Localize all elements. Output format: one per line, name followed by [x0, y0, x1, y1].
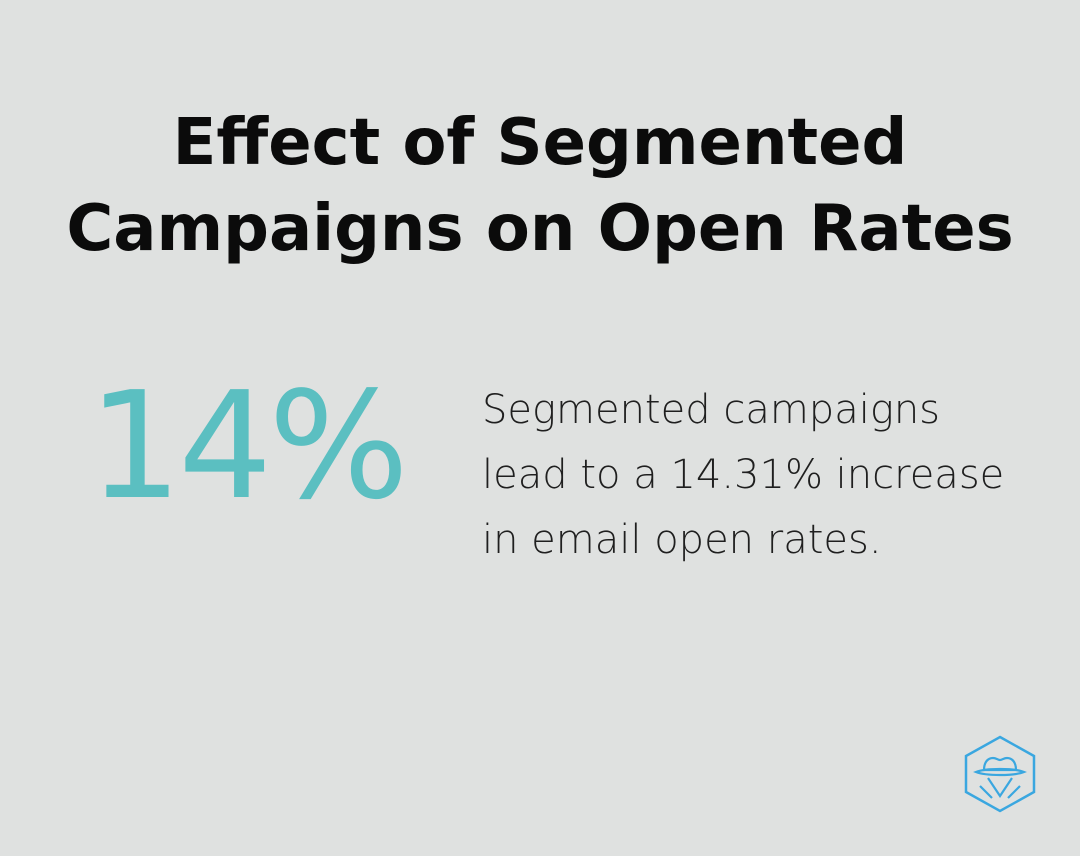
title-line-1: Effect of Segmented: [172, 106, 908, 180]
page-title: Effect of Segmented Campaigns on Open Ra…: [0, 100, 1080, 272]
title-line-2: Campaigns on Open Rates: [66, 192, 1014, 266]
brand-logo: [962, 734, 1038, 814]
stat-value: 14%: [88, 360, 409, 532]
spy-hat-hexagon-icon: [964, 735, 1036, 813]
stat-description: Segmented campaigns lead to a 14.31% inc…: [482, 387, 1005, 563]
